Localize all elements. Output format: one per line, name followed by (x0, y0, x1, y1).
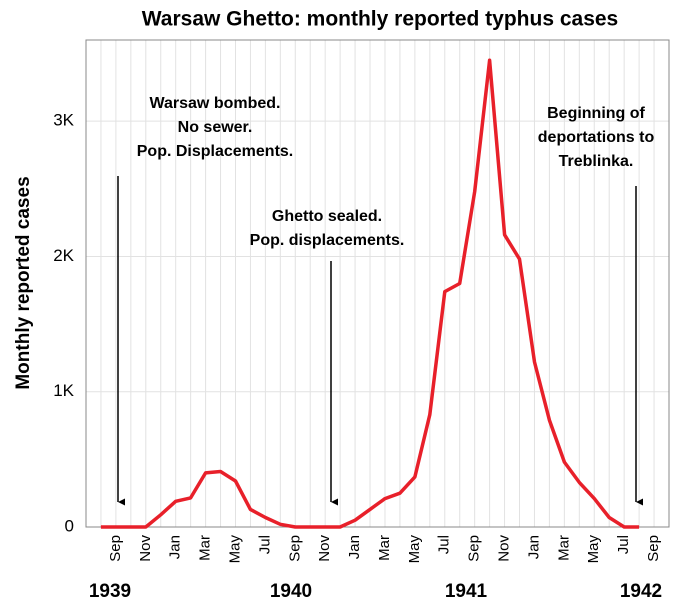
x-tick-label: Jul (615, 535, 632, 554)
x-tick-label: Sep (107, 535, 124, 562)
annotation: deportations to (538, 129, 655, 146)
annotations: Warsaw bombed. No sewer. Pop. Displacement… (137, 95, 655, 249)
line (100, 58, 640, 529)
annotation: Ghetto sealed. (272, 208, 382, 225)
x-tick-label: Jan (167, 535, 184, 559)
plot-frame (85, 39, 670, 528)
x-tick-label: May (585, 535, 602, 564)
y-axis-label: Monthly reported cases (13, 176, 34, 389)
x-tick-label: Jul (256, 535, 273, 554)
y-tick-label: 1K (53, 381, 74, 400)
x-tick-label: Sep (466, 535, 483, 562)
x-tick-label: Sep (645, 535, 662, 562)
annotation: Treblinka. (559, 153, 634, 170)
year-label: 1942 (620, 581, 662, 602)
y-tick-label: 3K (53, 111, 74, 130)
x-tick-label: Jul (436, 535, 453, 554)
x-tick-label: May (406, 535, 423, 564)
annotation: Beginning of (547, 105, 645, 122)
x-tick-label: Sep (286, 535, 303, 562)
x-tick-label: Jan (346, 535, 363, 559)
x-tick-label: Mar (197, 535, 214, 561)
annotation: Warsaw bombed. (150, 95, 281, 112)
y-tick-label: 2K (53, 246, 74, 265)
x-tick-label: Nov (137, 535, 154, 562)
year-label: 1939 (89, 581, 131, 602)
y-tick-label: 0 (65, 516, 74, 535)
x-tick-label: Nov (316, 535, 333, 562)
annotation: No sewer. (178, 119, 253, 136)
annotation: Pop. displacements. (250, 232, 405, 249)
grid (86, 40, 669, 528)
x-tick-label: Jan (525, 535, 542, 559)
arrows (117, 176, 643, 506)
x-tick-label: Mar (555, 535, 572, 561)
year-label: 1940 (270, 581, 312, 602)
x-tick-label: Mar (376, 535, 393, 561)
x-tick-label: Nov (496, 535, 513, 562)
x-tick-label: May (226, 535, 243, 564)
annotation: Pop. Displacements. (137, 143, 294, 160)
chart-title: Warsaw Ghetto: monthly reported typhus c… (142, 8, 618, 31)
plot: 0 1K 2K 3K Sep Nov Jan Mar May Jul Sep Nov Jan Mar May… (53, 58, 662, 564)
year-label: 1941 (445, 581, 488, 602)
